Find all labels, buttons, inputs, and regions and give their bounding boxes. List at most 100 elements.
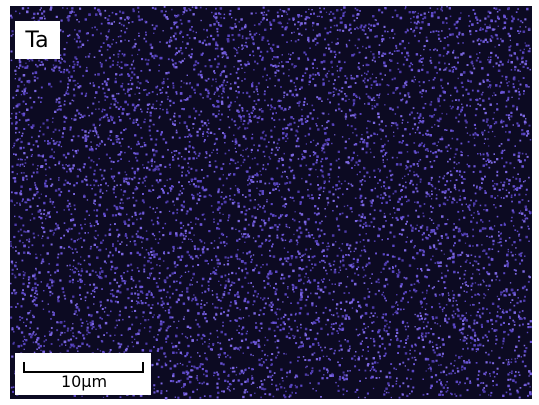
signal-dot [431, 177, 433, 179]
signal-dot [100, 196, 102, 198]
signal-dot [64, 94, 66, 96]
signal-dot [214, 93, 216, 95]
signal-dot [452, 33, 454, 35]
signal-dot [497, 305, 499, 307]
signal-dot [243, 92, 245, 94]
signal-dot [32, 164, 34, 166]
signal-dot [100, 189, 102, 191]
signal-dot [426, 326, 428, 328]
signal-dot [506, 311, 508, 313]
signal-dot [362, 179, 364, 181]
signal-dot [108, 31, 110, 33]
signal-dot [412, 387, 414, 389]
signal-dot [469, 25, 471, 27]
eds-map: Ta 10μm [0, 0, 539, 405]
signal-dot [518, 91, 520, 93]
signal-dot [371, 84, 373, 86]
signal-dot [53, 69, 55, 71]
signal-dot [407, 335, 408, 336]
signal-dot [242, 156, 243, 157]
signal-dot [113, 176, 115, 178]
signal-dot [168, 326, 170, 328]
signal-dot [70, 247, 71, 248]
signal-dot [175, 150, 177, 152]
signal-dot [492, 323, 494, 325]
signal-dot [117, 325, 119, 327]
signal-dot [247, 292, 249, 294]
signal-dot [182, 41, 183, 42]
signal-dot [268, 43, 270, 45]
signal-dot [287, 226, 288, 227]
signal-dot [94, 236, 95, 237]
signal-dot [397, 201, 399, 203]
signal-dot [381, 202, 383, 204]
signal-dot [277, 149, 279, 151]
signal-dot [519, 374, 521, 376]
signal-dot [153, 33, 154, 34]
signal-dot [483, 209, 484, 210]
signal-dot [359, 68, 361, 70]
signal-dot [161, 304, 163, 306]
signal-dot [342, 315, 345, 318]
signal-dot [310, 141, 312, 143]
signal-dot [471, 296, 473, 298]
signal-dot [388, 187, 391, 190]
signal-dot [341, 323, 343, 325]
signal-dot [426, 155, 429, 158]
signal-dot [305, 249, 307, 251]
signal-dot [244, 381, 246, 383]
signal-dot [132, 311, 133, 312]
signal-dot [214, 58, 216, 60]
signal-dot [39, 130, 41, 132]
signal-dot [240, 18, 242, 20]
signal-dot [278, 70, 280, 72]
signal-dot [492, 240, 494, 242]
signal-dot [322, 281, 324, 283]
signal-dot [364, 78, 366, 80]
signal-dot [100, 304, 102, 306]
signal-dot [275, 293, 277, 295]
signal-dot [253, 144, 254, 145]
signal-dot [250, 354, 252, 356]
signal-dot [119, 74, 121, 76]
signal-dot [249, 167, 251, 169]
signal-dot [215, 42, 217, 44]
signal-dot [190, 56, 192, 58]
signal-dot [344, 374, 346, 376]
signal-dot [238, 191, 241, 194]
signal-dot [330, 11, 332, 13]
signal-dot [426, 293, 427, 294]
signal-dot [357, 47, 359, 49]
signal-dot [362, 267, 364, 269]
signal-dot [437, 224, 439, 226]
signal-dot [109, 15, 111, 17]
signal-dot [409, 133, 411, 135]
signal-dot [19, 204, 21, 206]
signal-dot [213, 221, 215, 223]
signal-dot [410, 62, 412, 64]
signal-dot [427, 130, 429, 132]
signal-dot [516, 106, 518, 108]
signal-dot [323, 312, 325, 314]
signal-dot [198, 114, 200, 116]
signal-dot [11, 387, 13, 389]
signal-dot [94, 170, 96, 172]
signal-dot [255, 12, 257, 14]
signal-dot [508, 59, 509, 60]
signal-dot [89, 273, 92, 276]
signal-dot [414, 22, 416, 24]
signal-dot [264, 345, 265, 346]
signal-dot [110, 116, 112, 118]
signal-dot [126, 174, 128, 176]
signal-dot [456, 138, 458, 140]
signal-dot [474, 13, 476, 15]
signal-dot [12, 97, 14, 99]
signal-dot [392, 29, 394, 31]
signal-dot [99, 118, 101, 120]
signal-dot [169, 316, 171, 318]
signal-dot [140, 127, 142, 129]
signal-dot [300, 346, 302, 348]
signal-dot [442, 353, 444, 355]
signal-dot [495, 335, 497, 337]
signal-dot [405, 187, 407, 189]
